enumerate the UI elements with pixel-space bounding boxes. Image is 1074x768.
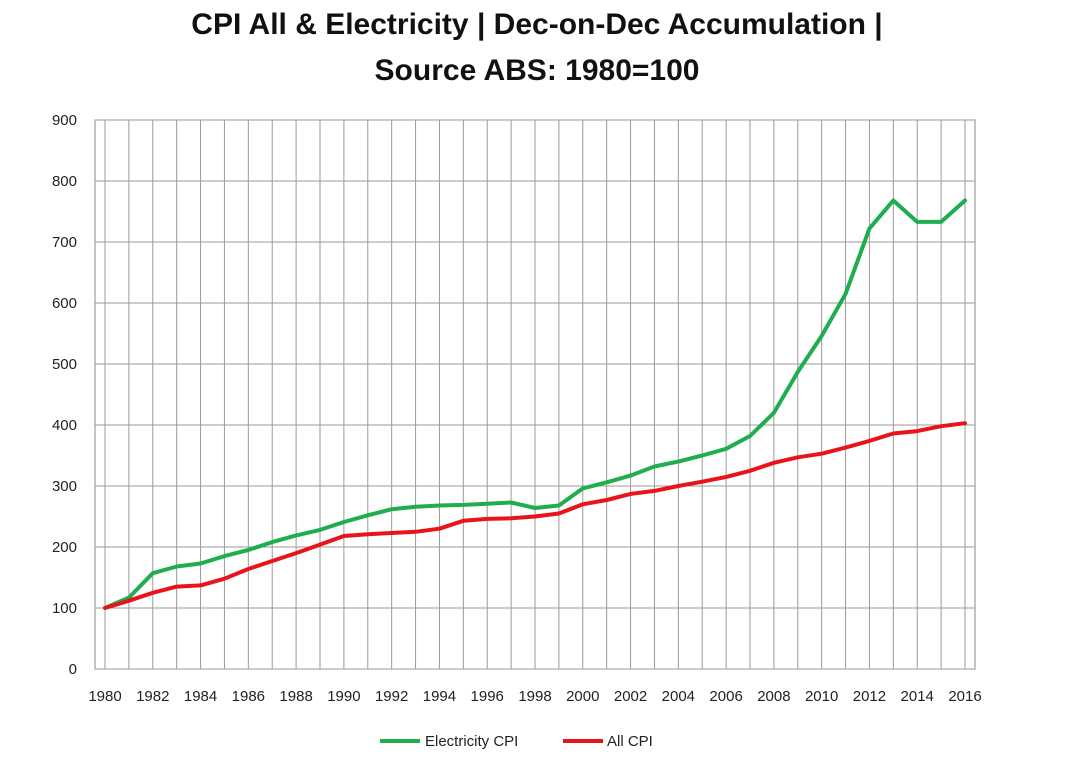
x-tick-label: 1994	[423, 688, 456, 705]
chart-title-line-2: Source ABS: 1980=100	[374, 54, 700, 87]
y-tick-label: 800	[52, 173, 77, 190]
vertical-gridlines	[104, 120, 966, 669]
y-tick-label: 900	[52, 112, 77, 129]
y-tick-label: 100	[52, 600, 77, 617]
x-tick-label: 1980	[88, 688, 121, 705]
x-tick-label: 2016	[948, 688, 981, 705]
x-tick-label: 2012	[853, 688, 886, 705]
legend-label-all-cpi: All CPI	[607, 733, 653, 750]
y-tick-label: 400	[52, 417, 77, 434]
series-line-electricity-cpi	[103, 198, 967, 610]
x-tick-label: 1988	[279, 688, 312, 705]
x-tick-label: 2004	[662, 688, 695, 705]
x-tick-label: 2006	[709, 688, 742, 705]
horizontal-gridlines	[95, 119, 975, 670]
x-tick-label: 1982	[136, 688, 169, 705]
x-tick-label: 1990	[327, 688, 360, 705]
x-tick-label: 1996	[471, 688, 504, 705]
chart-title-line-1: CPI All & Electricity | Dec-on-Dec Accum…	[191, 8, 883, 41]
series-line-all-cpi	[103, 421, 967, 610]
series-lines	[103, 198, 967, 610]
x-tick-label: 2008	[757, 688, 790, 705]
y-tick-label: 300	[52, 478, 77, 495]
x-tick-label: 2000	[566, 688, 599, 705]
y-tick-label: 500	[52, 356, 77, 373]
x-tick-label: 2014	[901, 688, 934, 705]
y-tick-label: 600	[52, 295, 77, 312]
y-axis-ticks: 0 100 200 300 400 500 600 700 800 900	[52, 112, 77, 678]
y-tick-label: 700	[52, 234, 77, 251]
x-tick-label: 1984	[184, 688, 217, 705]
legend: Electricity CPI All CPI	[380, 733, 653, 750]
x-tick-label: 1992	[375, 688, 408, 705]
x-tick-label: 1986	[232, 688, 265, 705]
y-tick-label: 0	[69, 661, 77, 678]
x-tick-label: 2002	[614, 688, 647, 705]
y-tick-label: 200	[52, 539, 77, 556]
legend-label-electricity-cpi: Electricity CPI	[425, 733, 518, 750]
x-axis-ticks: 1980 1982 1984 1986 1988 1990 1992 1994 1996 1998…	[88, 688, 981, 705]
x-tick-label: 2010	[805, 688, 838, 705]
x-tick-label: 1998	[518, 688, 551, 705]
